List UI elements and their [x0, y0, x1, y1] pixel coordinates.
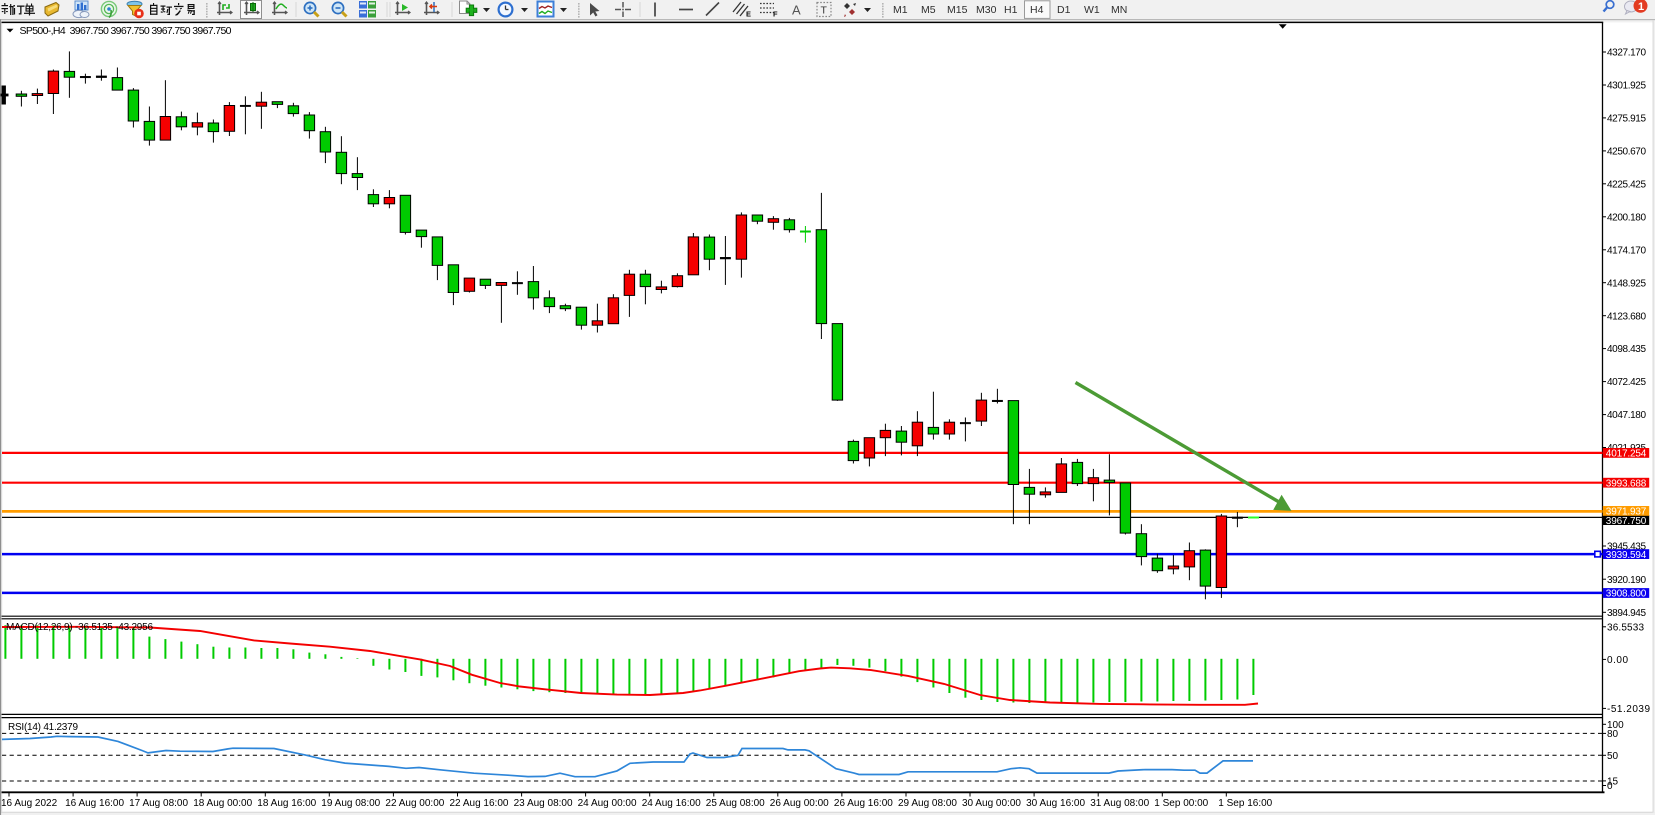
svg-text:3894.945: 3894.945	[1607, 608, 1646, 619]
svg-text:100: 100	[1607, 720, 1624, 731]
svg-text:25 Aug 08:00: 25 Aug 08:00	[706, 798, 765, 809]
svg-text:4275.915: 4275.915	[1607, 114, 1646, 125]
svg-text:3908.800: 3908.800	[1606, 589, 1647, 600]
svg-text:24 Aug 00:00: 24 Aug 00:00	[578, 798, 637, 809]
svg-text:4301.925: 4301.925	[1607, 81, 1646, 92]
svg-text:4250.670: 4250.670	[1607, 147, 1646, 158]
svg-text:15: 15	[1607, 777, 1619, 788]
svg-text:29 Aug 08:00: 29 Aug 08:00	[898, 798, 957, 809]
svg-text:3993.688: 3993.688	[1606, 478, 1647, 489]
svg-text:D1: D1	[1057, 4, 1071, 16]
svg-text:1 Sep 00:00: 1 Sep 00:00	[1154, 798, 1208, 809]
svg-text:MN: MN	[1111, 4, 1127, 16]
svg-text:26 Aug 16:00: 26 Aug 16:00	[834, 798, 893, 809]
svg-text:H1: H1	[1004, 4, 1018, 16]
svg-text:RSI(14) 41.2379: RSI(14) 41.2379	[8, 722, 78, 733]
svg-text:1 Sep 16:00: 1 Sep 16:00	[1218, 798, 1272, 809]
svg-text:18 Aug 16:00: 18 Aug 16:00	[257, 798, 316, 809]
svg-text:H4: H4	[1030, 4, 1044, 16]
svg-text:23 Aug 08:00: 23 Aug 08:00	[514, 798, 573, 809]
svg-text:4225.425: 4225.425	[1607, 179, 1646, 190]
svg-text:16 Aug 16:00: 16 Aug 16:00	[65, 798, 124, 809]
svg-text:26 Aug 00:00: 26 Aug 00:00	[770, 798, 829, 809]
svg-text:4200.180: 4200.180	[1607, 212, 1646, 223]
svg-text:MACD(12,26,9) -36.5135 -43.295: MACD(12,26,9) -36.5135 -43.2956	[6, 622, 153, 633]
svg-text:3971.937: 3971.937	[1606, 507, 1647, 518]
svg-text:24 Aug 16:00: 24 Aug 16:00	[642, 798, 701, 809]
svg-text:4017.254: 4017.254	[1606, 449, 1647, 460]
svg-text:16 Aug 2022: 16 Aug 2022	[1, 798, 58, 809]
svg-text:M30: M30	[976, 4, 997, 16]
svg-text:36.5533: 36.5533	[1607, 622, 1644, 633]
svg-text:4072.425: 4072.425	[1607, 377, 1646, 388]
svg-text:4098.435: 4098.435	[1607, 344, 1646, 355]
svg-text:0.00: 0.00	[1607, 655, 1628, 666]
svg-text:3939.594: 3939.594	[1606, 550, 1647, 561]
svg-text:E: E	[746, 10, 751, 19]
svg-text:30 Aug 16:00: 30 Aug 16:00	[1026, 798, 1085, 809]
svg-text:3945.435: 3945.435	[1607, 542, 1646, 553]
svg-text:M1: M1	[893, 4, 908, 16]
svg-text:T: T	[821, 5, 828, 17]
svg-text:22 Aug 16:00: 22 Aug 16:00	[450, 798, 509, 809]
svg-text:0: 0	[1607, 781, 1613, 792]
svg-text:31 Aug 08:00: 31 Aug 08:00	[1090, 798, 1149, 809]
svg-text:22 Aug 00:00: 22 Aug 00:00	[385, 798, 444, 809]
svg-text:3967.750: 3967.750	[1606, 516, 1647, 527]
svg-text:3920.190: 3920.190	[1607, 575, 1646, 586]
svg-text:30 Aug 00:00: 30 Aug 00:00	[962, 798, 1021, 809]
svg-text:M15: M15	[947, 4, 968, 16]
svg-text:4047.180: 4047.180	[1607, 410, 1646, 421]
svg-text:4123.680: 4123.680	[1607, 311, 1646, 322]
svg-text:80: 80	[1607, 729, 1619, 740]
svg-text:M5: M5	[921, 4, 936, 16]
svg-text:A: A	[792, 3, 801, 18]
svg-text:4327.170: 4327.170	[1607, 48, 1646, 59]
svg-text:SP500-,H4 3967.750 3967.750 3: SP500-,H4 3967.750 3967.750 3967.750 396…	[20, 25, 232, 37]
svg-text:4174.170: 4174.170	[1607, 245, 1646, 256]
svg-text:W1: W1	[1084, 4, 1100, 16]
svg-text:-51.2039: -51.2039	[1607, 704, 1650, 715]
svg-text:F: F	[773, 10, 778, 19]
svg-text:50: 50	[1607, 751, 1619, 762]
svg-text:19 Aug 08:00: 19 Aug 08:00	[321, 798, 380, 809]
svg-text:17 Aug 08:00: 17 Aug 08:00	[129, 798, 188, 809]
svg-text:18 Aug 00:00: 18 Aug 00:00	[193, 798, 252, 809]
svg-text:4148.925: 4148.925	[1607, 278, 1646, 289]
svg-text:1: 1	[1638, 1, 1644, 13]
